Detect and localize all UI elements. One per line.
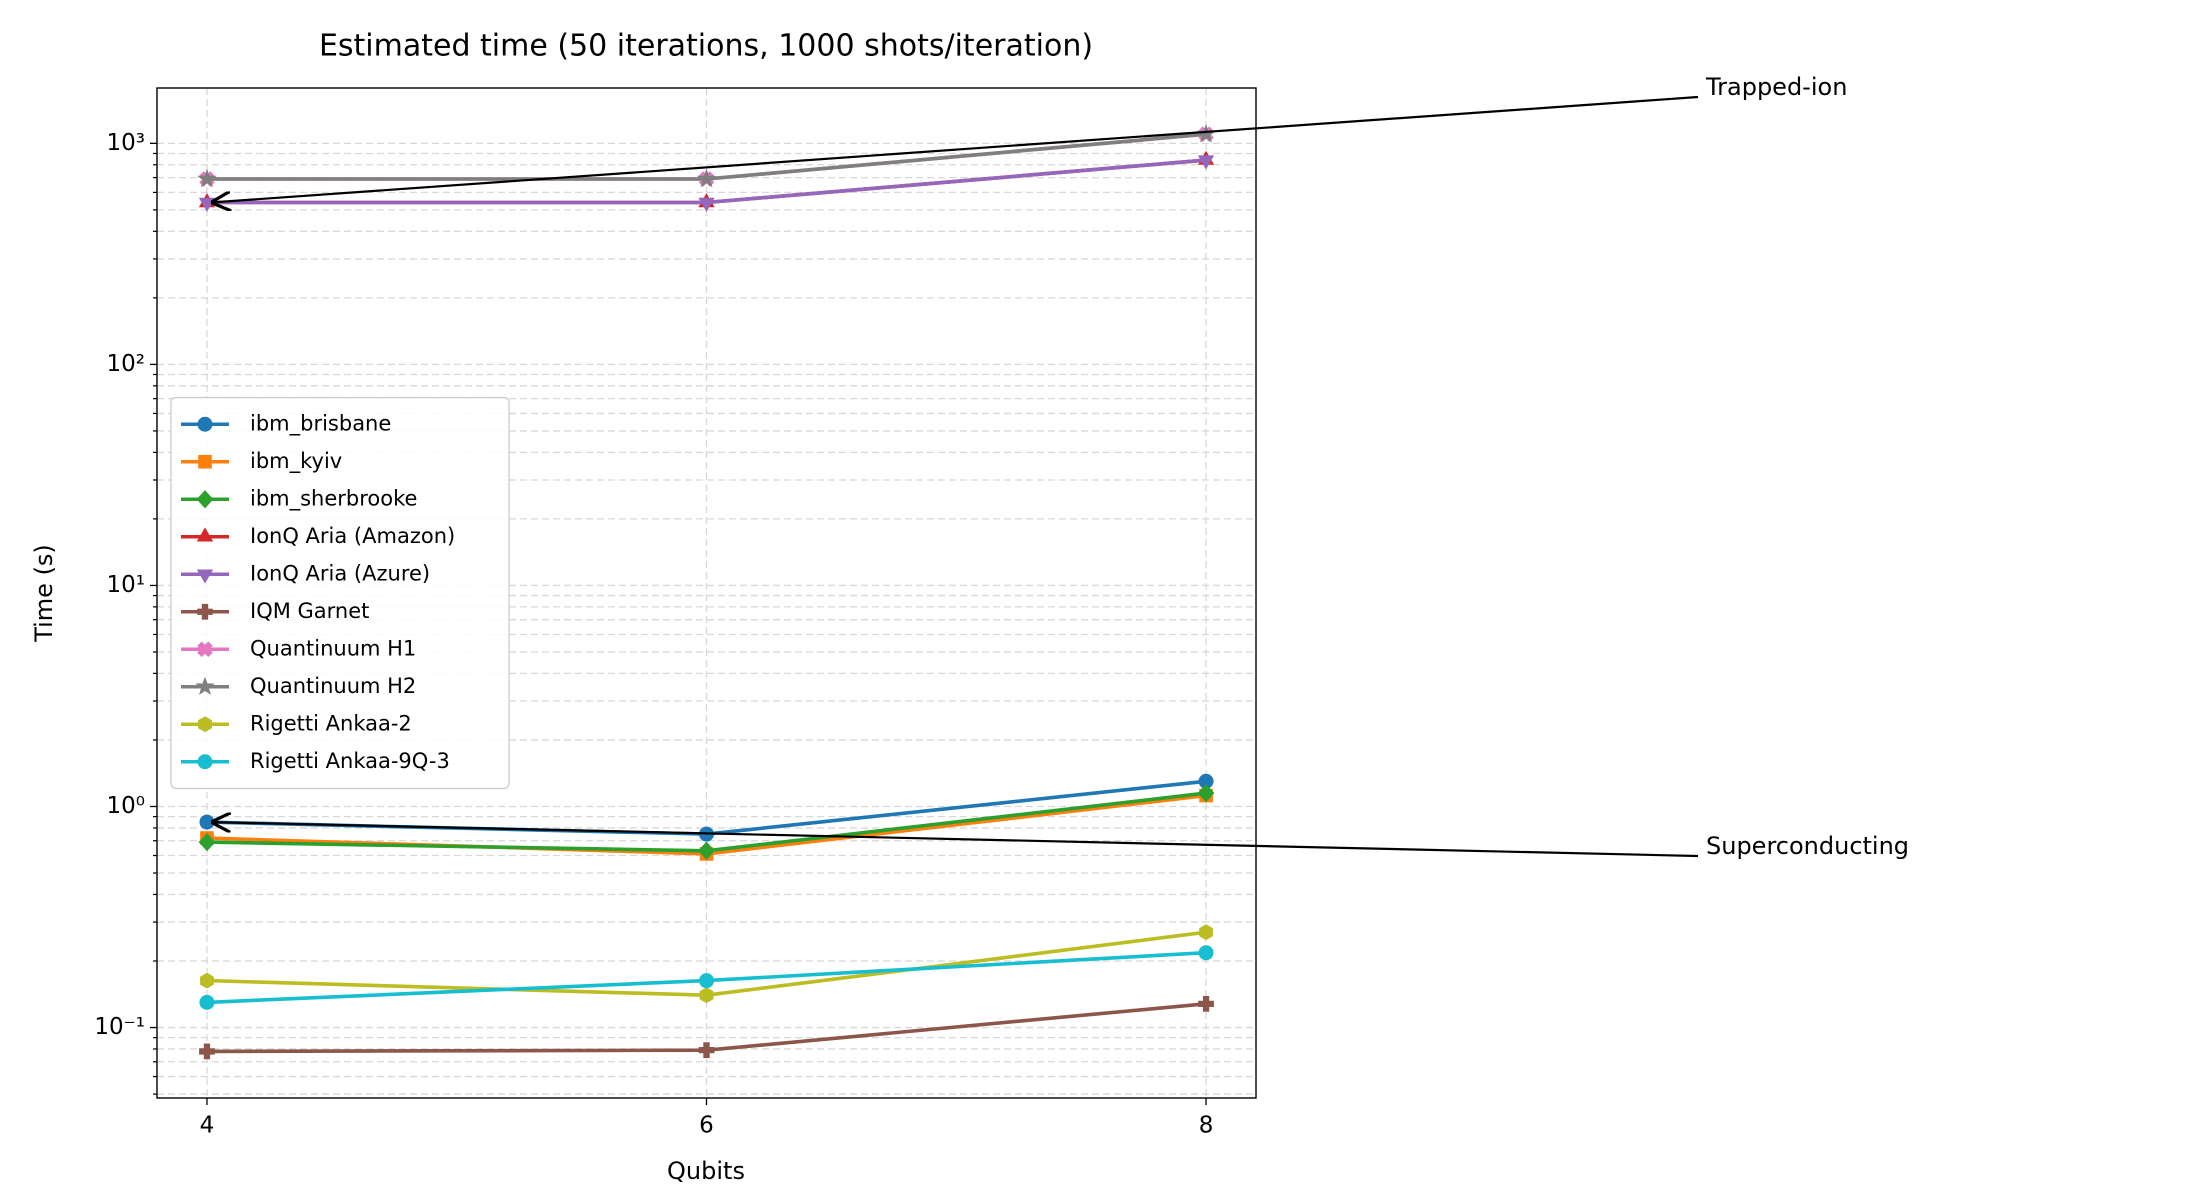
legend: ibm_brisbane ibm_kyiv ibm_sherbrooke IonQ A…: [170, 396, 510, 790]
marker: [1198, 945, 1214, 961]
marker: [199, 1043, 215, 1060]
legend-marker: [197, 416, 213, 432]
y-tick-label: 10²: [107, 351, 146, 377]
marker: [200, 972, 214, 989]
annotation-label: Superconducting: [1706, 832, 1909, 860]
marker: [698, 197, 715, 212]
annotation-arrow: [211, 95, 1699, 203]
x-tick-label: 8: [1199, 1113, 1214, 1139]
marker: [1197, 155, 1215, 170]
y-tick-label: 10³: [107, 130, 146, 156]
legend-marker: [196, 527, 214, 542]
legend-label: ibm_sherbrooke: [250, 486, 417, 511]
y-tick-label: 10⁻¹: [94, 1014, 145, 1040]
marker: [696, 168, 717, 188]
legend-marker: [195, 676, 215, 696]
marker: [699, 987, 714, 1004]
marker: [698, 1042, 715, 1058]
legend-label: Rigetti Ankaa-9Q-3: [250, 749, 450, 773]
legend-label: IonQ Aria (Amazon): [250, 524, 455, 548]
x-axis-label: Qubits: [667, 1157, 745, 1185]
legend-marker: [196, 490, 214, 509]
legend-label: Quantinuum H1: [250, 636, 416, 660]
plot-frame: [156, 87, 1257, 1099]
y-tick-label: 10¹: [107, 572, 146, 598]
annotation-arrow: [211, 822, 1699, 858]
marker: [199, 994, 215, 1010]
y-tick-label: 10⁰: [107, 793, 146, 819]
marker: [198, 832, 216, 852]
y-axis-label: Time (s): [30, 544, 58, 643]
legend-marker: [198, 454, 212, 469]
legend-marker: [197, 603, 213, 620]
legend-marker: [196, 569, 214, 584]
marker: [1197, 783, 1215, 803]
marker: [698, 841, 715, 860]
legend-label: Quantinuum H2: [250, 674, 416, 698]
legend-marker: [197, 754, 213, 770]
legend-label: ibm_brisbane: [250, 411, 391, 436]
legend-label: ibm_kyiv: [250, 449, 342, 474]
legend-marker: [198, 716, 212, 733]
legend-box: [170, 396, 510, 790]
legend-label: IonQ Aria (Azure): [250, 561, 430, 585]
chart-title: Estimated time (50 iterations, 1000 shot…: [319, 29, 1093, 64]
marker: [197, 168, 217, 188]
annotation-label: Trapped-ion: [1705, 73, 1847, 101]
legend-label: Rigetti Ankaa-2: [250, 711, 412, 735]
marker: [1199, 924, 1213, 941]
legend-marker: [197, 641, 213, 658]
legend-label: IQM Garnet: [250, 599, 369, 623]
marker: [1198, 996, 1214, 1012]
x-tick-label: 6: [699, 1113, 714, 1139]
marker: [699, 973, 714, 989]
x-tick-label: 4: [200, 1113, 215, 1139]
